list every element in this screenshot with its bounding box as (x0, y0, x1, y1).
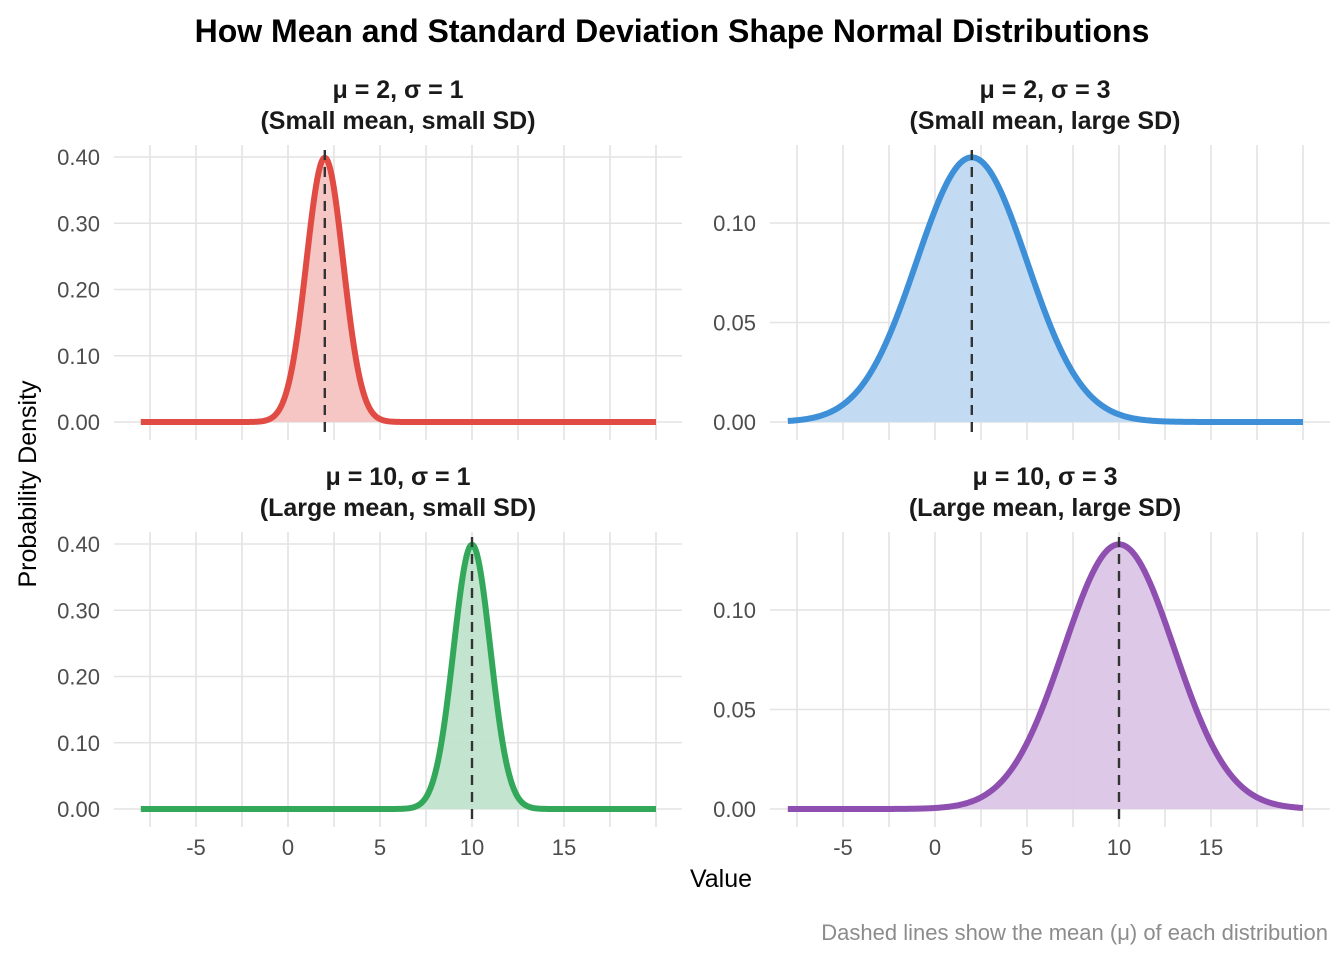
x-tick-label: 5 (1021, 835, 1033, 860)
y-tick-label: 0.10 (713, 598, 756, 623)
density-area (787, 157, 1303, 422)
x-tick-label: 0 (282, 835, 294, 860)
density-curve (786, 541, 1305, 812)
density-curve (139, 541, 658, 812)
y-tick-label: 0.10 (57, 344, 100, 369)
x-tick-label: -5 (833, 835, 853, 860)
y-tick-label: 0.05 (713, 698, 756, 723)
x-tick-label: 0 (929, 835, 941, 860)
density-curve (139, 154, 658, 425)
y-tick-label: 0.10 (713, 211, 756, 236)
y-tick-label: 0.10 (57, 731, 100, 756)
density-area (787, 544, 1303, 809)
y-tick-label: 0.00 (713, 797, 756, 822)
panel-2-title-line2: (Small mean, large SD) (910, 107, 1181, 135)
panel-1-title-line1: μ = 2, σ = 1 (332, 76, 463, 104)
x-tick-label: 5 (374, 835, 386, 860)
panel-4-title-line1: μ = 10, σ = 3 (973, 463, 1118, 491)
chart-title: How Mean and Standard Deviation Shape No… (195, 13, 1150, 49)
panel-3-title-line2: (Large mean, small SD) (260, 494, 536, 522)
y-tick-label: 0.30 (57, 598, 100, 623)
panels-group: 0.00 0.10 0.20 0.30 0.40 0.00 0.05 0.10 0.00 0.10… (57, 145, 1330, 860)
x-tick-label: 10 (460, 835, 484, 860)
chart-caption: Dashed lines show the mean (μ) of each d… (821, 920, 1328, 945)
y-tick-label: 0.00 (713, 410, 756, 435)
y-axis-label: Probability Density (14, 380, 42, 588)
panel-4: 0.00 0.05 0.10 -5 0 5 10 15 (713, 532, 1330, 860)
y-tick-label: 0.20 (57, 665, 100, 690)
panel-3: 0.00 0.10 0.20 0.30 0.40 -5 0 5 10 15 (57, 532, 682, 860)
panel-2: 0.00 0.05 0.10 (713, 145, 1330, 440)
x-tick-label: 15 (552, 835, 576, 860)
y-tick-label: 0.00 (57, 410, 100, 435)
y-tick-label: 0.40 (57, 532, 100, 557)
panel-4-title-line2: (Large mean, large SD) (909, 494, 1181, 522)
panel-3-title-line1: μ = 10, σ = 1 (326, 463, 471, 491)
y-tick-label: 0.00 (57, 797, 100, 822)
panel-2-title-line1: μ = 2, σ = 3 (979, 76, 1110, 104)
panel-1: 0.00 0.10 0.20 0.30 0.40 (57, 145, 682, 440)
density-curve (786, 154, 1305, 425)
panel-1-title-line2: (Small mean, small SD) (260, 107, 535, 135)
y-tick-label: 0.20 (57, 278, 100, 303)
x-tick-label: -5 (186, 835, 206, 860)
x-axis-label: Value (690, 865, 752, 893)
y-tick-label: 0.05 (713, 311, 756, 336)
y-tick-label: 0.30 (57, 211, 100, 236)
y-tick-label: 0.40 (57, 145, 100, 170)
x-tick-label: 10 (1107, 835, 1131, 860)
x-tick-label: 15 (1199, 835, 1223, 860)
